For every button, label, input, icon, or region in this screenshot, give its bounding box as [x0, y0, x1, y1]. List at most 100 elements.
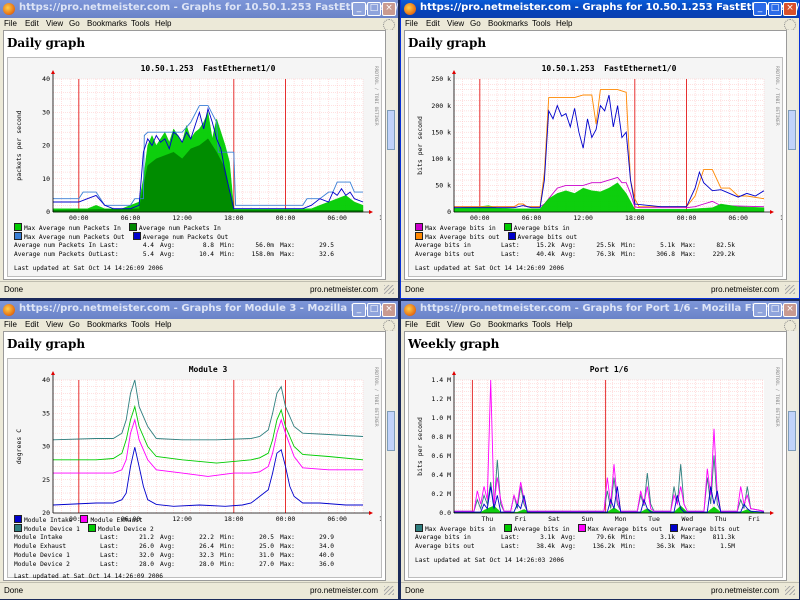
vertical-scrollbar[interactable]: [787, 331, 797, 581]
window-title: https://pro.netmeister.com - Graphs for …: [420, 2, 799, 13]
x-tick-label: 12:00: [172, 515, 192, 523]
close-button[interactable]: ×: [382, 303, 396, 317]
y-axis-label: packets per second: [15, 110, 23, 181]
menu-file[interactable]: File: [405, 320, 418, 329]
menu-file[interactable]: File: [405, 19, 418, 28]
scrollbar-thumb[interactable]: [788, 110, 796, 150]
legend-label: Max Average bits in: [425, 225, 496, 232]
menu-help[interactable]: Help: [155, 320, 172, 329]
menu-view[interactable]: View: [447, 19, 465, 28]
menu-help[interactable]: Help: [155, 19, 172, 28]
minimize-button[interactable]: _: [753, 303, 767, 317]
page-heading: Daily graph: [7, 337, 86, 351]
browser-window[interactable]: https://pro.netmeister.com - Graphs for …: [0, 0, 398, 298]
maximize-button[interactable]: □: [768, 2, 782, 16]
menu-tools[interactable]: Tools: [532, 19, 551, 28]
vertical-scrollbar[interactable]: [386, 331, 396, 581]
menu-edit[interactable]: Edit: [25, 320, 39, 329]
resize-grip[interactable]: [785, 285, 795, 294]
stats-heading: Last:: [501, 251, 520, 258]
maximize-button[interactable]: □: [768, 303, 782, 317]
legend-label: Average bits in: [513, 225, 570, 232]
stats-heading: Avg:: [160, 552, 175, 559]
browser-window[interactable]: https://pro.netmeister.com - Graphs for …: [400, 0, 800, 299]
x-tick-label: 12:00: [780, 214, 782, 222]
menu-help[interactable]: Help: [556, 320, 573, 329]
stats-heading: Last:: [100, 561, 119, 568]
stats-max: 229.2k: [712, 251, 735, 258]
stats-min: 36.3k: [656, 543, 675, 550]
menu-go[interactable]: Go: [69, 320, 80, 329]
menu-view[interactable]: View: [46, 320, 64, 329]
stats-heading: Min:: [220, 561, 235, 568]
stats-last: 38.4k: [536, 543, 555, 550]
menu-bookmarks[interactable]: Bookmarks: [87, 19, 128, 28]
minimize-button[interactable]: _: [352, 2, 366, 16]
resize-grip[interactable]: [384, 285, 394, 294]
stats-label: Module Intake: [14, 534, 63, 541]
menu-edit[interactable]: Edit: [426, 320, 440, 329]
browser-window[interactable]: https://pro.netmeister.com - Graphs for …: [0, 301, 398, 599]
minimize-button[interactable]: _: [753, 2, 767, 16]
menu-go[interactable]: Go: [470, 19, 481, 28]
minimize-button[interactable]: _: [352, 303, 366, 317]
resize-grip[interactable]: [785, 586, 795, 595]
x-tick-label: Thu: [481, 515, 493, 523]
menu-tools[interactable]: Tools: [131, 19, 150, 28]
x-tick-label: Tue: [648, 515, 660, 523]
legend-swatch: [87, 524, 96, 532]
stats-heading: Min:: [220, 534, 235, 541]
menu-bookmarks[interactable]: Bookmarks: [488, 320, 529, 329]
menu-go[interactable]: Go: [69, 19, 80, 28]
menu-edit[interactable]: Edit: [25, 19, 39, 28]
menu-bookmarks[interactable]: Bookmarks: [87, 320, 128, 329]
vertical-scrollbar[interactable]: [787, 30, 797, 280]
menu-view[interactable]: View: [447, 320, 465, 329]
maximize-button[interactable]: □: [367, 303, 381, 317]
x-tick-label: 12:00: [573, 214, 593, 222]
x-tick-label: Mon: [615, 515, 627, 523]
close-button[interactable]: ×: [783, 303, 797, 317]
stats-heading: Last:: [501, 534, 520, 541]
stats-min: 27.0: [259, 561, 274, 568]
title-bar[interactable]: https://pro.netmeister.com - Graphs for …: [401, 0, 799, 18]
menu-go[interactable]: Go: [470, 320, 481, 329]
x-tick-label: 18:00: [224, 515, 244, 523]
legend-item: Average num Packets Out: [132, 232, 228, 241]
menu-help[interactable]: Help: [556, 19, 573, 28]
title-bar[interactable]: https://pro.netmeister.com - Graphs for …: [401, 301, 799, 319]
graph-panel: Module 3 degrees C 20 25 30 35 40 00:00 06:00 12:…: [7, 358, 382, 580]
y-tick-label: 40: [42, 75, 50, 83]
legend-label: Max Average num Packets In: [24, 225, 121, 232]
status-text: Done: [405, 285, 425, 294]
maximize-button[interactable]: □: [367, 2, 381, 16]
stats-heading: Max:: [681, 251, 696, 258]
vertical-scrollbar[interactable]: [386, 30, 396, 280]
legend-item: Max Average num Packets In: [14, 223, 121, 232]
scrollbar-thumb[interactable]: [387, 411, 395, 451]
scrollbar-thumb[interactable]: [387, 110, 395, 150]
menu-edit[interactable]: Edit: [426, 19, 440, 28]
x-tick-label: 12:00: [379, 515, 381, 523]
menu-file[interactable]: File: [4, 19, 17, 28]
close-button[interactable]: ×: [783, 2, 797, 16]
menu-tools[interactable]: Tools: [532, 320, 551, 329]
stats-avg: 28.0: [199, 561, 214, 568]
menu-bookmarks[interactable]: Bookmarks: [488, 19, 529, 28]
y-axis-arrow: [452, 371, 456, 375]
scrollbar-thumb[interactable]: [788, 411, 796, 451]
stats-max: 36.0: [319, 561, 334, 568]
stats-heading: Avg:: [160, 251, 175, 258]
legend-label: Max Average num Packets Out: [24, 234, 125, 241]
title-bar[interactable]: https://pro.netmeister.com - Graphs for …: [0, 301, 398, 319]
title-bar[interactable]: https://pro.netmeister.com - Graphs for …: [0, 0, 398, 18]
close-button[interactable]: ×: [382, 2, 396, 16]
stats-row: Average num Packets OutLast: 5.4 Avg: 10.4 M…: [14, 250, 340, 259]
menu-tools[interactable]: Tools: [131, 320, 150, 329]
menu-view[interactable]: View: [46, 19, 64, 28]
menu-file[interactable]: File: [4, 320, 17, 329]
page-heading: Daily graph: [7, 36, 86, 50]
resize-grip[interactable]: [384, 586, 394, 595]
browser-window[interactable]: https://pro.netmeister.com - Graphs for …: [401, 301, 799, 599]
stats-last: 5.4: [142, 251, 154, 258]
